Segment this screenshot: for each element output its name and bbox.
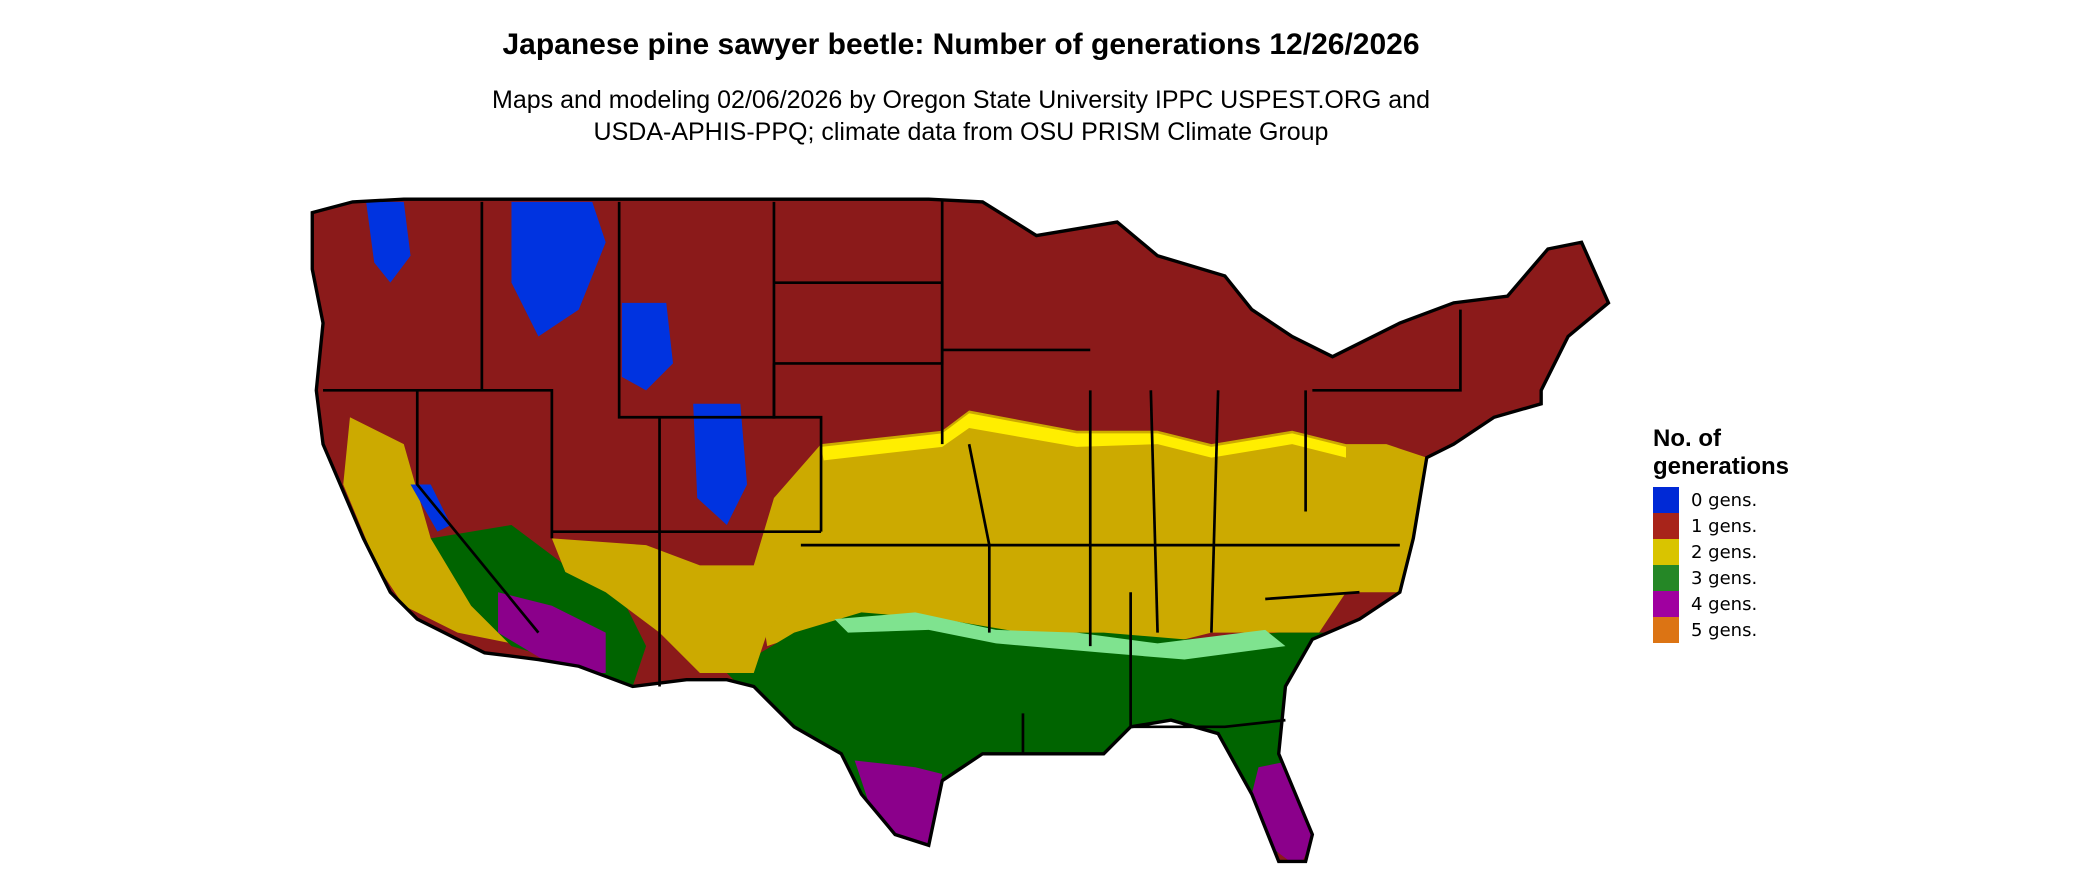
region-0-gen-idaho	[511, 201, 606, 337]
region-5-gen-patch	[1238, 872, 1292, 884]
state-borders	[323, 199, 1462, 754]
map-subtitle: Maps and modeling 02/06/2026 by Oregon S…	[0, 84, 1922, 148]
region-0-gen-wyoming	[621, 302, 673, 391]
region-0-gen-colorado	[693, 403, 748, 525]
legend-title-line-1: No. of	[1653, 425, 1721, 452]
legend-item: 5 gens.	[1653, 617, 1789, 643]
legend-swatch	[1653, 617, 1679, 643]
legend-label: 3 gens.	[1691, 567, 1758, 589]
legend-title-line-2: generations	[1653, 453, 1790, 480]
us-outline	[310, 197, 1611, 864]
legend-swatch	[1653, 591, 1679, 617]
legend-label: 4 gens.	[1691, 593, 1758, 615]
legend-swatch	[1653, 565, 1679, 591]
region-0-gen-sierra	[410, 484, 451, 532]
legend-label: 1 gens.	[1691, 515, 1758, 537]
legend-items: 0 gens. 1 gens. 2 gens. 3 gens. 4 gens. 5 gen…	[1653, 487, 1789, 643]
legend-item: 3 gens.	[1653, 565, 1789, 591]
legend-item: 4 gens.	[1653, 591, 1789, 617]
legend-item: 0 gens.	[1653, 487, 1789, 513]
legend-swatch	[1653, 487, 1679, 513]
subtitle-line-2: USDA-APHIS-PPQ; climate data from OSU PR…	[593, 118, 1329, 146]
map-title: Japanese pine sawyer beetle: Number of g…	[502, 28, 1420, 61]
legend: No. of generations 0 gens. 1 gens. 2 gens.…	[1653, 425, 1789, 643]
legend-item: 1 gens.	[1653, 513, 1789, 539]
region-2-gen-west	[343, 417, 525, 647]
legend-label: 5 gens.	[1691, 619, 1758, 641]
legend-swatch	[1653, 539, 1679, 565]
region-4-gen-arizona	[498, 592, 606, 673]
region-2-gen-edge	[821, 413, 1346, 461]
legend-swatch	[1653, 513, 1679, 539]
region-2-gen-southwest	[551, 538, 808, 673]
legend-title: No. of generations	[1653, 425, 1789, 481]
region-0-gen-cascades	[366, 201, 411, 283]
map-fill	[312, 199, 1609, 884]
region-3-gen-edge	[834, 612, 1286, 660]
legend-label: 2 gens.	[1691, 541, 1758, 563]
region-4-gen-texas	[854, 760, 943, 848]
legend-item: 2 gens.	[1653, 539, 1789, 565]
subtitle-line-1: Maps and modeling 02/06/2026 by Oregon S…	[492, 86, 1430, 114]
legend-label: 0 gens.	[1691, 489, 1758, 511]
